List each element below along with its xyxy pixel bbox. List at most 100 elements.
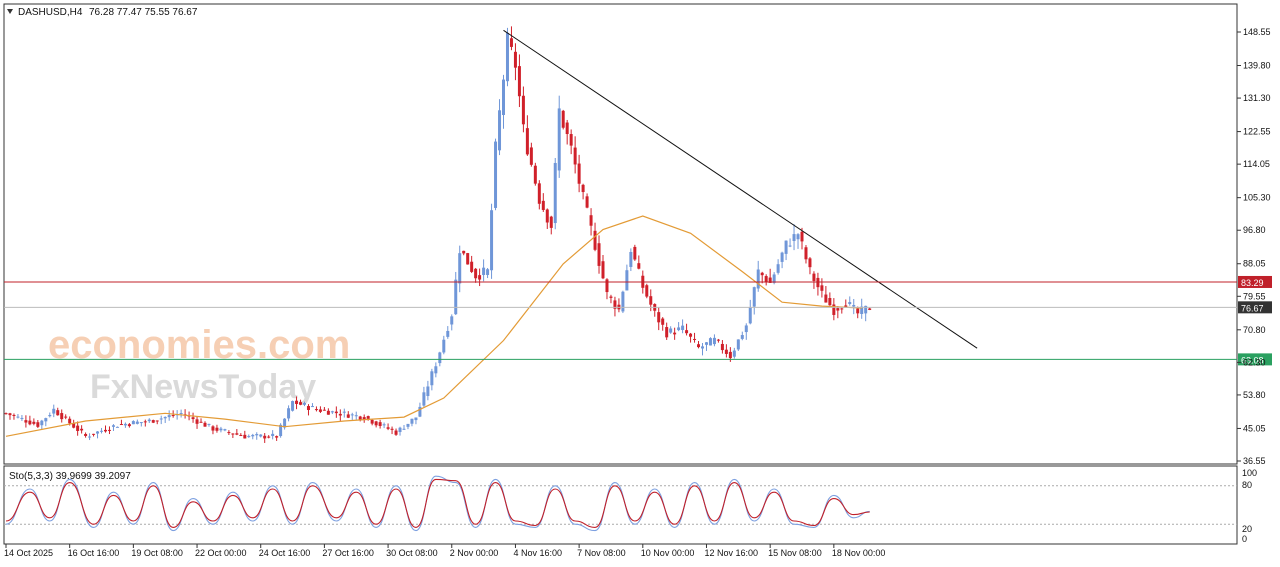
candle-body [613, 300, 617, 309]
candle-body [704, 342, 708, 345]
candle-body [410, 418, 414, 424]
x-tick-label: 14 Oct 2025 [4, 548, 53, 558]
sto-scale-100: 100 [1242, 468, 1257, 478]
candle-body [143, 421, 147, 423]
candle-body [537, 183, 541, 204]
candle-body [756, 269, 760, 289]
candle-body [259, 434, 263, 437]
y-axis: 83.29 76.67 63.08 148.55 139.80 131.30 122.55 1… [1237, 27, 1272, 466]
candle-body [529, 147, 533, 165]
candle-body [60, 413, 64, 420]
candle-body [752, 287, 756, 307]
candle-body [167, 415, 171, 418]
indicator-pane-frame [3, 465, 1238, 545]
candle-body [840, 308, 844, 310]
candle-body [191, 417, 195, 420]
candle-body [64, 416, 68, 418]
candle-body [828, 298, 832, 306]
candle-body [494, 141, 498, 208]
candle-body [792, 234, 796, 241]
candle-body [685, 330, 689, 334]
y-tick-label: 148.55 [1243, 27, 1271, 37]
candle-body [824, 294, 828, 303]
candle-body [263, 435, 267, 439]
candle-body [422, 392, 426, 406]
stochastic-line [5, 478, 870, 528]
candle-body [414, 417, 418, 421]
candle-body [800, 231, 804, 242]
candle-body [728, 351, 732, 359]
candle-body [239, 434, 243, 436]
candle-body [836, 308, 840, 311]
candle-body [362, 417, 366, 421]
y-tick-label: 105.30 [1243, 193, 1271, 203]
y-tick-label: 45.05 [1243, 423, 1266, 433]
candle-body [474, 268, 478, 279]
candle-body [219, 428, 223, 431]
candle-body [569, 134, 573, 146]
candle-body [820, 285, 824, 291]
stochastic-layer [4, 475, 1237, 532]
candle-body [446, 330, 450, 337]
candle-body [458, 253, 462, 284]
candle-body [581, 184, 585, 193]
level-label-bg [1238, 275, 1272, 288]
candle-body [665, 327, 669, 338]
candle-body [625, 270, 629, 291]
candle-body [171, 415, 175, 417]
candle-body [179, 413, 183, 415]
candle-body [40, 420, 44, 426]
sto-scale-80: 80 [1242, 480, 1252, 490]
candle-body [557, 108, 561, 171]
candle-body [788, 245, 792, 247]
ohlc-values: 76.28 77.47 75.55 76.67 [89, 7, 198, 18]
y-tick-label: 53.80 [1243, 390, 1266, 400]
y-tick-label: 122.55 [1243, 127, 1271, 137]
candle-body [374, 421, 378, 426]
candle-body [318, 409, 322, 412]
sto-scale-0: 0 [1242, 534, 1247, 544]
candle-body [52, 408, 56, 414]
candle-body [693, 338, 697, 340]
candle-body [127, 424, 131, 427]
candle-body [868, 308, 872, 310]
candle-body [533, 165, 537, 184]
candle-body [199, 421, 203, 423]
candle-body [760, 272, 764, 276]
candle-body [649, 296, 653, 305]
candle-body [68, 418, 72, 424]
candle-body [661, 318, 665, 325]
x-axis: 14 Oct 2025 16 Oct 16:00 19 Oct 08:00 22 Oc… [4, 544, 885, 558]
candle-body [430, 371, 434, 386]
candle-body [466, 253, 470, 265]
level-label-bg [1238, 353, 1272, 366]
candle-body [502, 79, 505, 115]
candle-body [322, 409, 326, 411]
watermark-logo-primary: economies.com [48, 323, 350, 367]
candle-body [701, 346, 704, 349]
candle-body [390, 428, 394, 430]
y-tick-label: 114.05 [1243, 159, 1270, 169]
chevron-down-icon[interactable] [7, 9, 13, 14]
candle-body [195, 419, 199, 424]
level-label: 63.08 [1241, 355, 1264, 365]
candle-body [486, 269, 490, 275]
y-tick-label: 96.80 [1243, 225, 1266, 235]
x-tick-label: 22 Oct 00:00 [195, 548, 247, 558]
x-tick-label: 18 Nov 00:00 [832, 548, 886, 558]
candle-body [243, 434, 247, 439]
candle-body [76, 425, 80, 431]
candle-body [44, 418, 48, 422]
candle-body [394, 430, 398, 435]
y-tick-label: 88.05 [1243, 259, 1266, 269]
sto-scale-20: 20 [1242, 524, 1252, 534]
candle-body [378, 422, 382, 426]
candle-body [589, 215, 593, 226]
x-tick-label: 27 Oct 16:00 [322, 548, 374, 558]
candle-body [227, 432, 231, 434]
candle-body [163, 416, 167, 419]
candle-body [673, 332, 677, 335]
candle-body [708, 338, 712, 346]
candle-body [279, 424, 283, 437]
candle-body [123, 423, 127, 426]
